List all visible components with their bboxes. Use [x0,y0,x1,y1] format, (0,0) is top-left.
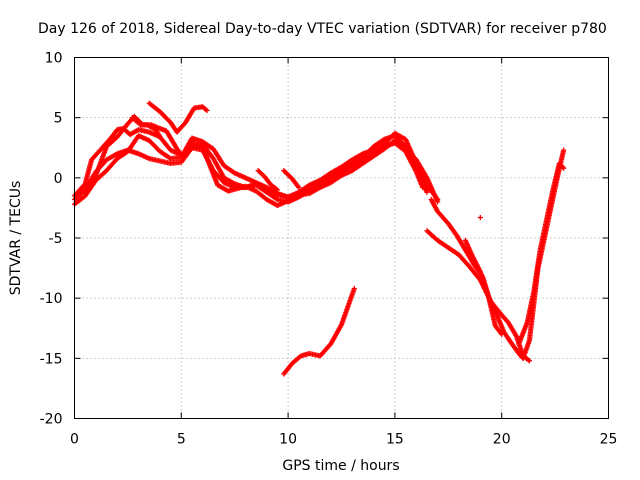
chart-title: Day 126 of 2018, Sidereal Day-to-day VTE… [38,21,607,37]
x-tick-label: 15 [386,432,404,448]
y-tick-label: -20 [40,412,63,428]
data-point [435,199,441,205]
y-tick-label: 10 [45,51,63,67]
y-tick-label: 5 [54,111,63,127]
data-point [477,214,483,221]
x-axis-title: GPS time / hours [282,458,399,474]
data-points [71,100,567,377]
x-tick-label: 25 [600,432,618,448]
x-tick-labels: 0 5 10 15 20 25 [70,432,617,448]
y-tick-label: -5 [49,231,63,247]
data-point [204,107,210,114]
x-tick-label: 0 [70,432,79,448]
x-tick-label: 20 [493,432,511,448]
data-point [424,189,430,195]
grid [74,57,609,419]
data-point [273,186,279,192]
axis-ticks [74,57,609,419]
y-tick-label: -10 [40,291,63,307]
data-point [157,134,163,140]
data-point [499,331,505,337]
data-point [203,106,209,113]
y-tick-labels: 10 5 0 -5 -10 -15 -20 [40,51,63,428]
data-point [561,165,567,171]
x-tick-label: 10 [279,432,297,448]
data-point [525,357,531,363]
y-tick-label: 0 [54,171,63,187]
x-tick-label: 5 [177,432,186,448]
data-point [296,184,302,191]
y-axis-title: SDTVAR / TECUs [8,181,24,296]
data-point [274,187,281,193]
data-point [560,164,566,170]
y-tick-label: -15 [40,351,63,367]
data-point [351,285,357,292]
data-point [526,358,533,364]
data-point [561,147,567,153]
